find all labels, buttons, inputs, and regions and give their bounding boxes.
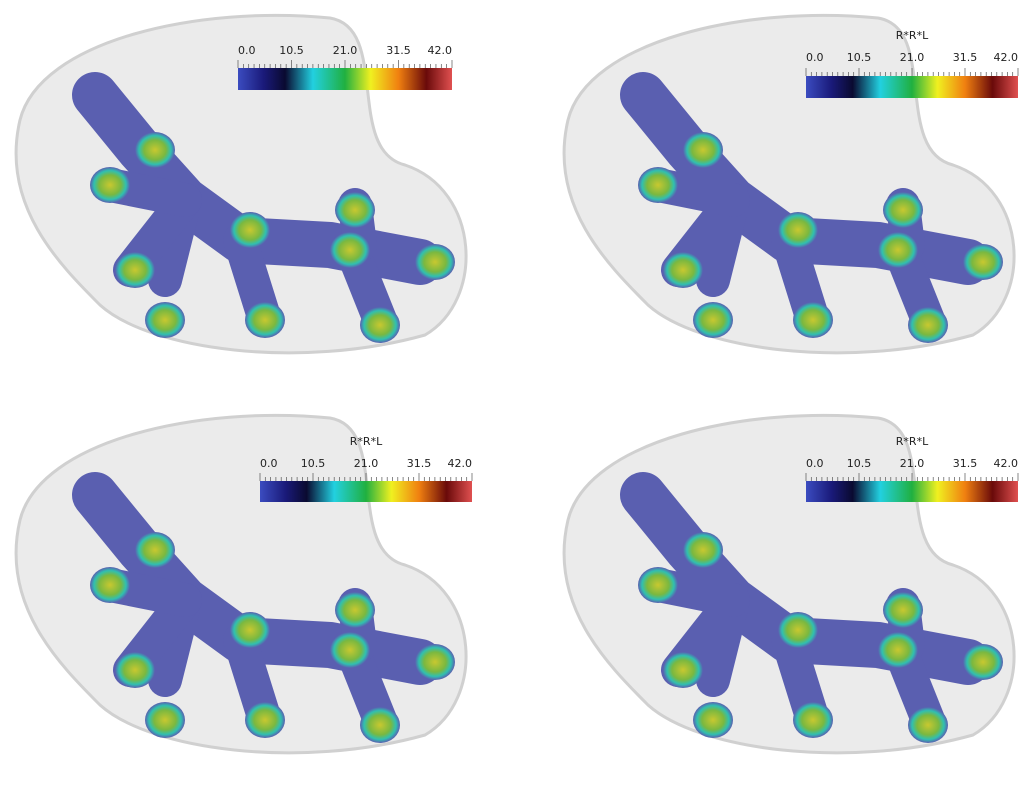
hot-spot	[963, 644, 1003, 680]
hot-spot	[145, 302, 185, 338]
hot-spot	[663, 252, 703, 288]
colorbar-tick-label: 21.0	[333, 44, 358, 57]
colorbar-tick-label: 10.5	[847, 51, 872, 64]
colorbar-tick-label: 0.0	[260, 457, 278, 470]
colorbar-tick-label: 42.0	[448, 457, 473, 470]
hot-spot	[415, 244, 455, 280]
hot-spot	[638, 567, 678, 603]
hot-spot	[415, 644, 455, 680]
figure: 0.0 10.5 21.0 31.5 42.0 R*R*L 0.0 10.5 21.0 31.5 4…	[0, 0, 1036, 802]
hot-spot	[693, 302, 733, 338]
colorbar	[806, 76, 1018, 98]
colorbar-tick-label: 10.5	[279, 44, 304, 57]
hot-spot	[778, 212, 818, 248]
hot-spot	[638, 167, 678, 203]
colorbar-tick-label: 42.0	[428, 44, 453, 57]
colorbar-tick-label: 31.5	[953, 457, 978, 470]
colorbar-tick-label: 21.0	[900, 457, 925, 470]
hot-spot	[245, 702, 285, 738]
hot-spot	[115, 252, 155, 288]
hot-spot	[683, 132, 723, 168]
colorbar-tick-label: 21.0	[900, 51, 925, 64]
hot-spot	[335, 592, 375, 628]
panel	[16, 415, 466, 752]
hot-spot	[683, 532, 723, 568]
hot-spot	[90, 567, 130, 603]
hot-spot	[135, 532, 175, 568]
hot-spot	[230, 212, 270, 248]
hot-spot	[145, 702, 185, 738]
hot-spot	[908, 707, 948, 743]
hot-spot	[335, 192, 375, 228]
colorbar-tick-label: 10.5	[301, 457, 326, 470]
panel	[564, 15, 1014, 352]
hot-spot	[135, 132, 175, 168]
colorbar	[806, 481, 1018, 502]
hot-spot	[230, 612, 270, 648]
colorbar-title: R*R*L	[896, 29, 929, 42]
hot-spot	[245, 302, 285, 338]
hot-spot	[793, 702, 833, 738]
hot-spot	[793, 302, 833, 338]
colorbar-title: R*R*L	[896, 435, 929, 448]
hot-spot	[778, 612, 818, 648]
hot-spot	[878, 232, 918, 268]
colorbar-tick-label: 31.5	[386, 44, 411, 57]
colorbar-tick-label: 42.0	[994, 51, 1019, 64]
colorbar-title: R*R*L	[350, 435, 383, 448]
colorbar-tick-label: 0.0	[806, 457, 824, 470]
hot-spot	[360, 707, 400, 743]
hot-spot	[693, 702, 733, 738]
hot-spot	[90, 167, 130, 203]
colorbar	[238, 68, 452, 90]
hot-spot	[663, 652, 703, 688]
hot-spot	[908, 307, 948, 343]
hot-spot	[883, 192, 923, 228]
hot-spot	[330, 232, 370, 268]
colorbar-tick-label: 42.0	[994, 457, 1019, 470]
container	[564, 15, 1014, 352]
panel	[564, 415, 1014, 752]
container	[16, 415, 466, 752]
colorbar-tick-label: 0.0	[238, 44, 256, 57]
hot-spot	[883, 592, 923, 628]
hot-spot	[878, 632, 918, 668]
colorbar-tick-label: 0.0	[806, 51, 824, 64]
colorbar	[260, 481, 472, 502]
container	[564, 415, 1014, 752]
hot-spot	[330, 632, 370, 668]
colorbar-tick-label: 31.5	[953, 51, 978, 64]
colorbar-tick-label: 31.5	[407, 457, 432, 470]
colorbar-tick-label: 21.0	[354, 457, 379, 470]
hot-spot	[360, 307, 400, 343]
colorbar-tick-label: 10.5	[847, 457, 872, 470]
hot-spot	[963, 244, 1003, 280]
hot-spot	[115, 652, 155, 688]
